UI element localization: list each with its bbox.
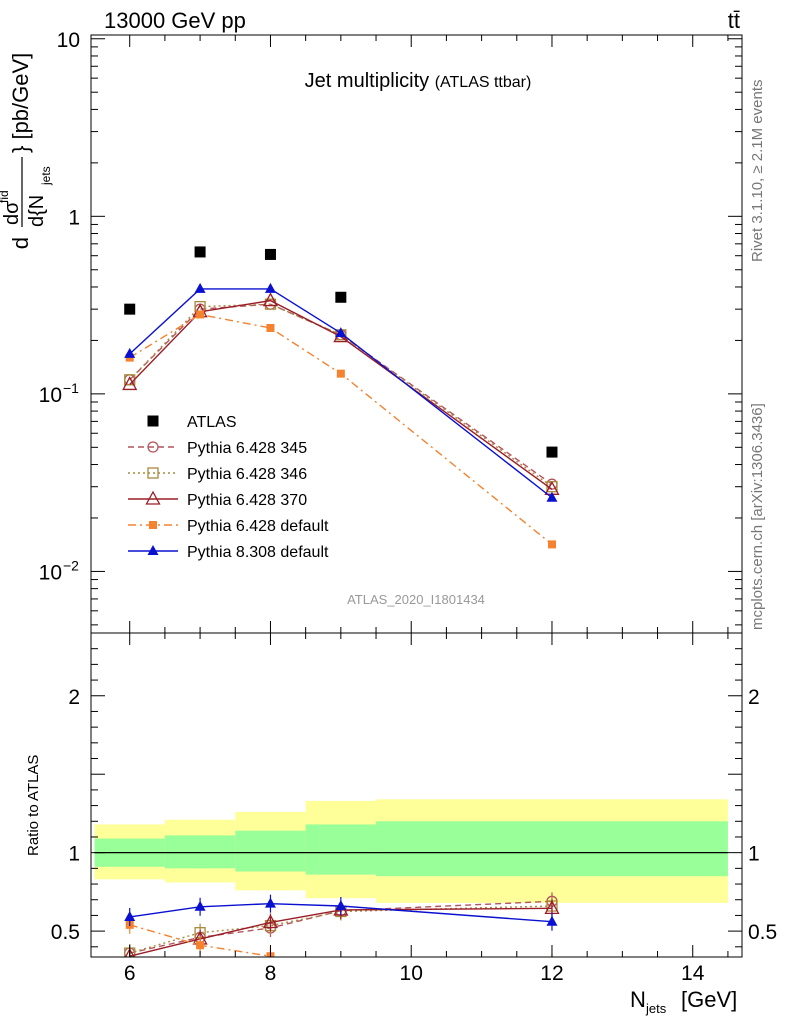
xtick-label-4: 14 (681, 962, 705, 985)
header-left: 13000 GeV pp (104, 8, 246, 33)
legend-label-0: ATLAS (187, 414, 237, 431)
ratio-series-4-point-4 (546, 915, 558, 926)
legend-marker-5 (147, 545, 159, 555)
series-0-point-1 (194, 246, 206, 258)
ylabel-den-sub: jets (39, 166, 53, 186)
series-5-point-1 (194, 282, 206, 293)
legend: ATLAS Pythia 6.428 345 Pythia 6.428 346 Pyt… (128, 414, 329, 561)
ratio-series-4-point-0 (124, 910, 136, 921)
ratio-series-3-point-1 (196, 941, 205, 950)
legend-marker-2 (147, 467, 159, 479)
legend-label-5: Pythia 8.308 default (187, 544, 329, 561)
series-4-point-2 (266, 323, 275, 332)
ratio-series-4-point-1 (194, 900, 206, 911)
chart-title: Jet multiplicity (ATLAS ttbar) (305, 70, 532, 92)
ratio-ytick-label-right-2: 2 (748, 686, 760, 709)
ratio-ytick-label-right-0: 0.5 (748, 921, 777, 944)
series-0-point-0 (124, 303, 136, 315)
header-right: tt̄ (728, 8, 740, 33)
series-line-4 (129, 313, 553, 545)
legend-label-3: Pythia 6.428 370 (187, 492, 307, 509)
series-5-point-0 (124, 347, 136, 358)
band-stat-1 (164, 835, 236, 869)
ratio-ytick-label-0: 0.5 (51, 921, 80, 944)
xtick-label-2: 10 (400, 962, 423, 985)
ratio-series-2-point-2 (262, 914, 279, 929)
series-5-point-3 (335, 327, 347, 338)
ylabel-d: d (8, 237, 33, 249)
band-stat-2 (235, 830, 306, 872)
main-data-layer (122, 246, 560, 549)
main-ytick-label-sup-2: −1 (63, 380, 79, 396)
series-0-point-3 (335, 291, 347, 303)
ratio-series-3-point-3 (337, 968, 345, 976)
ylabel-unit: } [pb/GeV] (8, 53, 33, 153)
main-ytick-label-0: 10 (57, 29, 80, 52)
series-4-point-1 (196, 310, 205, 319)
legend-label-4: Pythia 6.428 default (187, 518, 329, 535)
ratio-ytick-label-1: 1 (68, 843, 80, 866)
rivet-label: Rivet 3.1.10, ≥ 2.1M events (749, 80, 766, 263)
ratio-ytick-label-right-1: 1 (748, 843, 760, 866)
ylabel-num: dσ (1, 201, 23, 225)
main-ytick-label-1: 1 (68, 206, 80, 229)
xtick-label-0: 6 (124, 962, 136, 985)
legend-marker-4 (149, 521, 157, 529)
series-3-point-0 (122, 376, 138, 391)
xlabel-unit: [GeV] (681, 987, 737, 1012)
ylabel-den: d{N (26, 195, 48, 227)
series-3-point-2 (262, 292, 279, 307)
analysis-id: ATLAS_2020_I1801434 (347, 592, 485, 607)
ratio-ytick-label-2: 2 (68, 686, 80, 709)
xtick-label-3: 12 (540, 962, 563, 985)
xtick-label-1: 8 (265, 962, 277, 985)
xlabel-sub: jets (645, 1001, 667, 1016)
legend-label-1: Pythia 6.428 345 (187, 440, 307, 457)
ratio-frame (90, 632, 743, 958)
series-4-point-3 (336, 369, 345, 378)
ratio-series-2-point-0 (124, 947, 135, 957)
series-line-2 (129, 303, 553, 488)
series-4-point-4 (547, 540, 556, 549)
series-5-point-4 (546, 491, 558, 502)
band-stat-4 (376, 821, 728, 877)
legend-label-2: Pythia 6.428 346 (187, 466, 307, 483)
legend-marker-1 (147, 441, 159, 453)
mcplots-label: mcplots.cern.ch [arXiv:1306.3436] (749, 403, 766, 630)
band-stat-3 (305, 824, 377, 875)
ratio-series-line-3 (129, 924, 278, 957)
series-5-point-2 (264, 282, 276, 293)
main-ytick-label-2: 10 (39, 384, 62, 407)
main-ytick-label-sup-3: −2 (63, 557, 79, 573)
main-ytick-label-3: 10 (39, 561, 62, 584)
ratio-data-layer (94, 799, 728, 976)
ratio-ylabel: Ratio to ATLAS (25, 755, 42, 856)
legend-marker-0 (147, 415, 159, 427)
ratio-series-4-point-2 (264, 897, 276, 908)
series-0-point-2 (264, 248, 276, 260)
ylabel-sup: fid (0, 190, 11, 203)
legend-marker-3 (145, 490, 161, 505)
ratio-series-4-point-3 (335, 900, 347, 911)
series-0-point-4 (546, 446, 558, 458)
xlabel-main: N (630, 987, 646, 1012)
